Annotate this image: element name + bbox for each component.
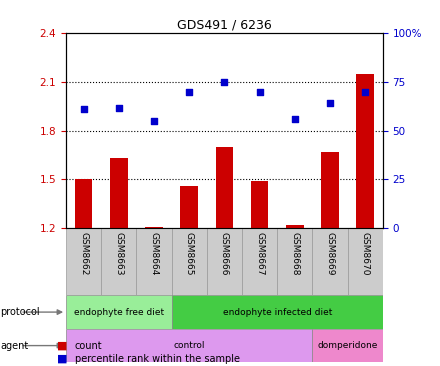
Bar [145,227,163,228]
Bar [172,228,207,295]
Text: GSM8669: GSM8669 [326,232,334,275]
Point [362,89,369,94]
Bar [348,228,383,295]
Bar [75,179,92,228]
Text: count: count [75,341,103,351]
Bar [180,186,198,228]
Bar [251,181,268,228]
Bar [66,228,101,295]
Bar [136,228,172,295]
Text: endophyte free diet: endophyte free diet [74,307,164,317]
Bar [312,228,348,295]
Text: percentile rank within the sample: percentile rank within the sample [75,354,240,364]
Bar [286,225,304,228]
Text: GSM8665: GSM8665 [185,232,194,275]
Text: protocol: protocol [0,307,40,317]
Text: GSM8664: GSM8664 [150,232,158,275]
Bar [277,228,312,295]
Bar [242,228,277,295]
Bar [101,228,136,295]
Bar [216,147,233,228]
Text: GSM8668: GSM8668 [290,232,299,275]
Text: GSM8670: GSM8670 [361,232,370,275]
Title: GDS491 / 6236: GDS491 / 6236 [177,19,272,32]
Text: control: control [173,341,205,350]
Point [150,118,158,124]
Point [291,116,298,122]
Text: ■: ■ [57,341,68,351]
Text: GSM8662: GSM8662 [79,232,88,275]
Bar [172,295,383,329]
Bar [66,329,312,362]
Point [256,89,263,94]
Bar [110,158,128,228]
Text: endophyte infected diet: endophyte infected diet [223,307,332,317]
Point [80,107,87,112]
Point [186,89,193,94]
Bar [321,152,339,228]
Text: GSM8666: GSM8666 [220,232,229,275]
Text: GSM8667: GSM8667 [255,232,264,275]
Text: domperidone: domperidone [317,341,378,350]
Point [326,100,334,106]
Point [221,79,228,85]
Text: agent: agent [0,341,29,351]
Text: GSM8663: GSM8663 [114,232,123,275]
Bar [312,329,383,362]
Bar [207,228,242,295]
Bar [66,295,172,329]
Point [115,105,122,111]
Bar [356,74,374,228]
Text: ■: ■ [57,354,68,364]
